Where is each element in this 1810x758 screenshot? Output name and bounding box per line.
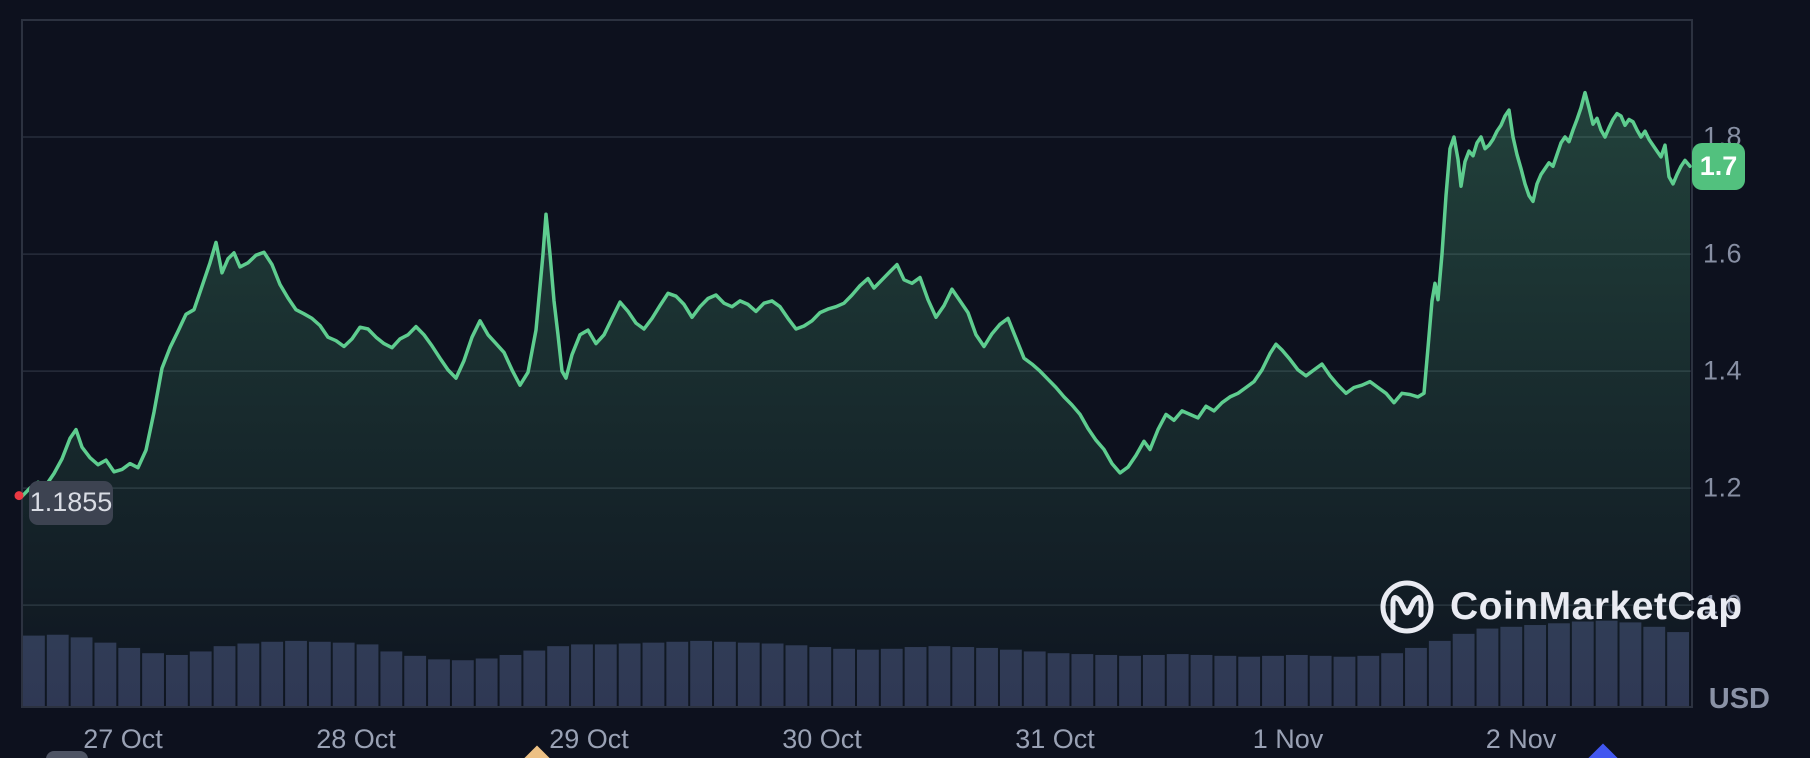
x-axis-label: 31 Oct [1015, 724, 1095, 754]
first-price-tooltip: 1.1855 [29, 480, 113, 525]
plot-frame [21, 19, 1693, 708]
current-price-badge: 1.7 [1692, 143, 1745, 191]
coinmarketcap-watermark: CoinMarketCap [1378, 578, 1743, 636]
y-axis-label: 1.6 [1703, 238, 1743, 269]
x-axis-label: 1 Nov [1252, 724, 1324, 754]
watermark-text: CoinMarketCap [1450, 585, 1743, 628]
x-axis-label: 2 Nov [1485, 724, 1557, 754]
price-area-fill [22, 92, 1690, 707]
y-axis-label: 1.0 [1703, 589, 1743, 620]
first-price-value: 1.1855 [29, 487, 113, 518]
x-axis-label: 27 Oct [83, 724, 163, 754]
y-axis-label: 1.2 [1703, 472, 1743, 503]
current-price-label: 1.7 [1699, 151, 1738, 182]
currency-label: USD [1708, 683, 1770, 715]
navigator-handle[interactable] [46, 751, 88, 758]
y-axis-label: 1.4 [1703, 355, 1743, 386]
x-axis-label: 28 Oct [316, 724, 396, 754]
coinmarketcap-logo-icon [1380, 580, 1434, 634]
first-point-marker [14, 491, 24, 501]
x-axis-label: 29 Oct [549, 724, 629, 754]
x-axis-label: 30 Oct [782, 724, 862, 754]
price-line [20, 90, 1692, 499]
